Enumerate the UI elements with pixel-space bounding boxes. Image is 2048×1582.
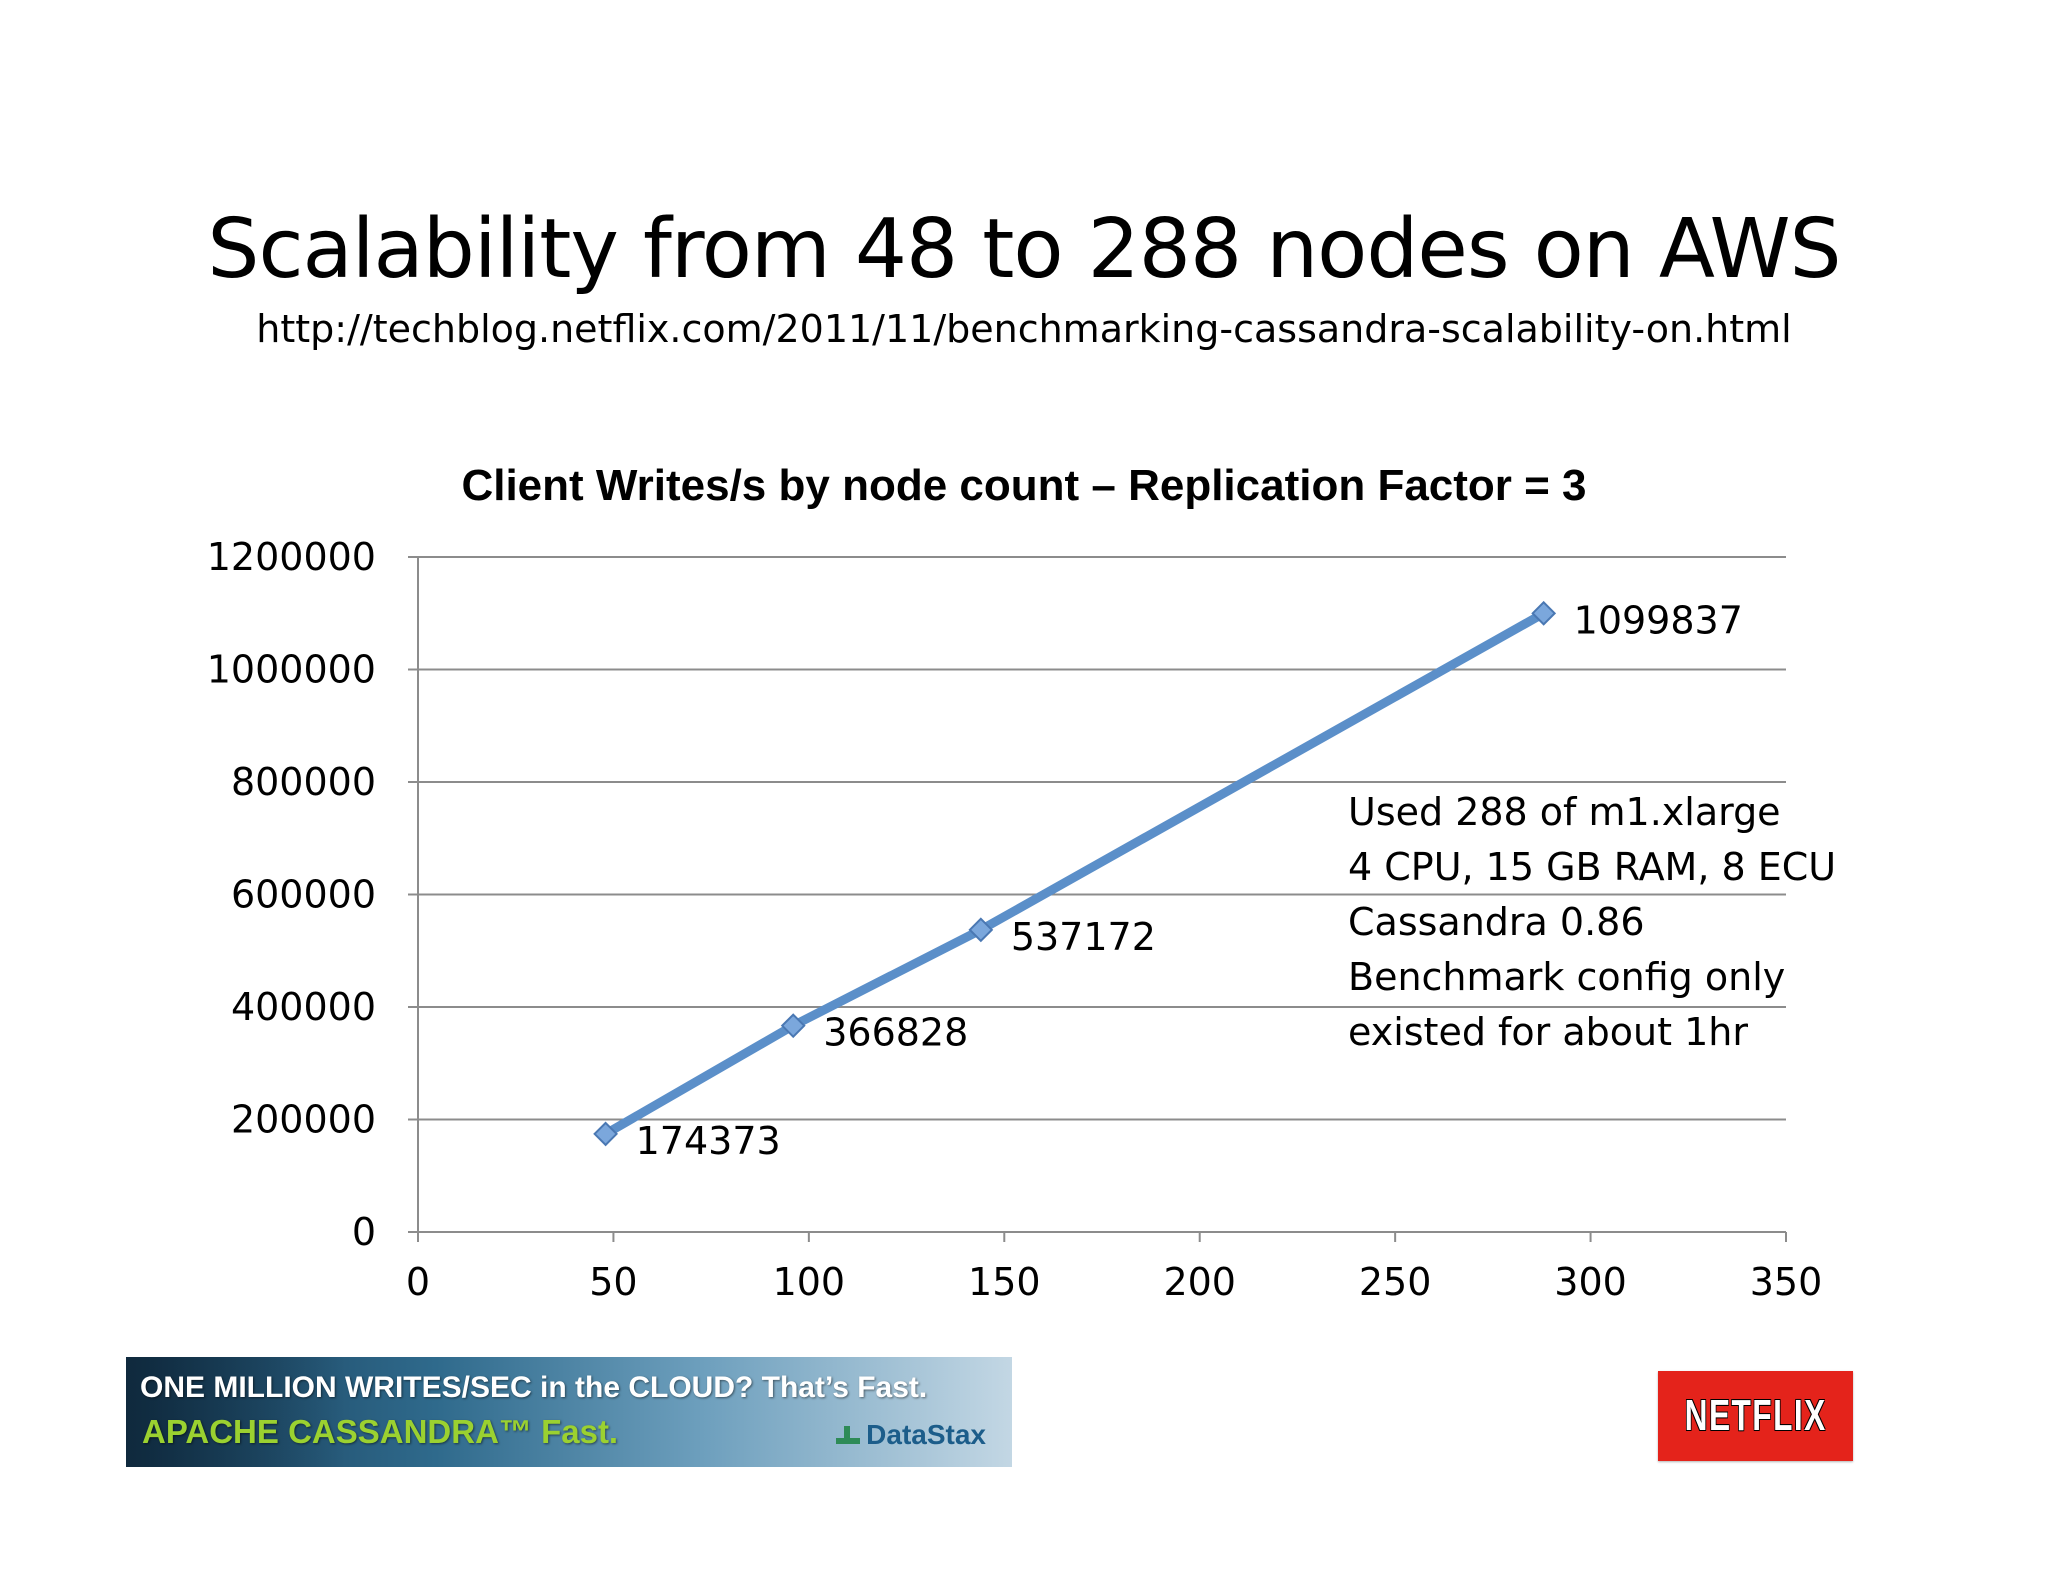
banner-tagline: APACHE CASSANDRA™ Fast. — [142, 1413, 619, 1450]
x-tick-label: 250 — [1359, 1260, 1432, 1304]
series-line — [601, 608, 1549, 1139]
data-label: 537172 — [1011, 915, 1156, 959]
y-tick-label: 200000 — [231, 1098, 376, 1142]
x-tick-label: 150 — [968, 1260, 1041, 1304]
x-tick-label: 0 — [406, 1260, 430, 1304]
annotation-line: existed for about 1hr — [1348, 1010, 1748, 1054]
slide-title: Scalability from 48 to 288 nodes on AWS — [207, 202, 1841, 297]
x-tick-label: 350 — [1750, 1260, 1823, 1304]
annotation-line: Used 288 of m1.xlarge — [1348, 790, 1781, 834]
data-point-marker — [593, 1121, 619, 1147]
banner-decoration — [126, 1357, 346, 1467]
banner-headline: ONE MILLION WRITES/SEC in the CLOUD? Tha… — [140, 1371, 928, 1404]
series — [593, 600, 1557, 1147]
datastax-banner: ONE MILLION WRITES/SEC in the CLOUD? Tha… — [126, 1357, 1012, 1467]
data-point-marker — [968, 917, 994, 943]
annotation-line: Benchmark config only — [1348, 955, 1786, 999]
x-tick-label: 50 — [589, 1260, 637, 1304]
y-tick-label: 800000 — [231, 760, 376, 804]
y-tick-label: 1200000 — [207, 535, 376, 579]
annotation-line: 4 CPU, 15 GB RAM, 8 ECU — [1348, 845, 1837, 889]
gridlines — [418, 556, 1786, 1121]
y-tick-label: 0 — [352, 1210, 376, 1254]
netflix-wordmark: NETFLIX — [1684, 1391, 1827, 1440]
annotation-box: Used 288 of m1.xlarge 4 CPU, 15 GB RAM, … — [1348, 785, 1836, 1060]
y-tick-label: 400000 — [231, 985, 376, 1029]
netflix-logo: NETFLIX — [1658, 1371, 1853, 1461]
datastax-logo: DataStax — [834, 1419, 986, 1451]
y-tick-label: 600000 — [231, 873, 376, 917]
datastax-icon — [834, 1423, 862, 1447]
datastax-wordmark: DataStax — [866, 1419, 986, 1450]
axes: 0 200000 400000 600000 800000 1000000 1200000 0… — [207, 535, 1823, 1304]
data-label: 366828 — [823, 1011, 968, 1055]
x-tick-label: 300 — [1554, 1260, 1627, 1304]
chart-title: Client Writes/s by node count – Replicat… — [461, 461, 1587, 510]
data-label: 1099837 — [1574, 598, 1743, 642]
annotation-line: Cassandra 0.86 — [1348, 900, 1645, 944]
data-labels: 174373 366828 537172 1099837 — [636, 598, 1743, 1163]
y-tick-label: 1000000 — [207, 648, 376, 692]
data-point-marker — [1531, 600, 1557, 626]
x-tick-label: 200 — [1163, 1260, 1236, 1304]
data-label: 174373 — [636, 1119, 781, 1163]
x-tick-label: 100 — [773, 1260, 846, 1304]
source-url: http://techblog.netflix.com/2011/11/benc… — [256, 307, 1792, 351]
data-point-marker — [780, 1013, 806, 1039]
